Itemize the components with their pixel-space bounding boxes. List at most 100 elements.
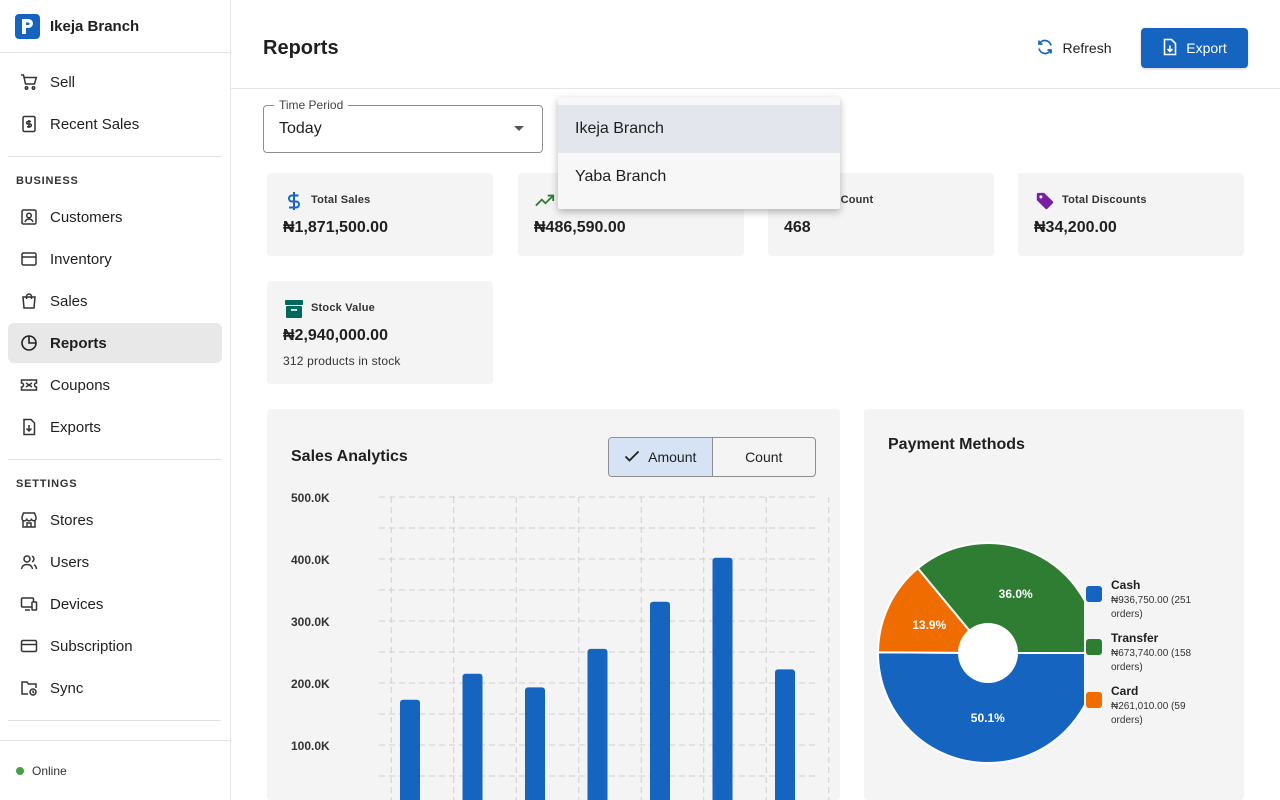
pie-slice-transfer[interactable] [916, 542, 1084, 654]
legend-detail: ₦673,740.00 (158 orders) [1111, 648, 1192, 673]
sidebar-item-coupons[interactable]: Coupons [8, 365, 222, 405]
branch-option-yaba[interactable]: Yaba Branch [575, 168, 667, 185]
sales-bar-chart: 500.0K 400.0K 300.0K 200.0K 100.0K [291, 491, 830, 800]
toggle-amount-button[interactable]: Amount [609, 438, 713, 476]
sidebar-item-sell[interactable]: Sell [8, 62, 222, 102]
sidebar-item-recent-sales[interactable]: Recent Sales [8, 104, 222, 144]
sidebar-item-label: Devices [50, 595, 104, 613]
page-title: Reports [263, 37, 339, 59]
sidebar: Ikeja Branch Sell Recent Sales BUSINESS … [0, 0, 231, 800]
legend-swatch [1086, 692, 1102, 708]
chart-bar[interactable] [712, 557, 733, 800]
sidebar-item-label: Sell [50, 73, 76, 91]
cart-icon [20, 73, 38, 91]
time-period-label: Time Period [274, 98, 349, 112]
chart-bar[interactable] [650, 601, 670, 800]
sales-analytics-title: Sales Analytics [291, 448, 408, 465]
users-icon [20, 553, 38, 571]
card-label: s Count [831, 194, 874, 206]
legend-detail: ₦261,010.00 (59 orders) [1111, 701, 1186, 726]
card-value: 468 [784, 219, 811, 236]
sync-folder-icon [20, 679, 38, 697]
refresh-icon [1036, 38, 1054, 59]
sidebar-item-inventory[interactable]: Inventory [8, 239, 222, 279]
brand-header[interactable]: Ikeja Branch [0, 0, 230, 53]
divider [8, 156, 221, 157]
dollar-icon [284, 191, 304, 211]
export-button[interactable]: Export [1141, 28, 1248, 68]
export-label: Export [1186, 40, 1227, 56]
chart-bar[interactable] [462, 673, 483, 800]
payment-methods-title: Payment Methods [888, 436, 1025, 453]
card-label: Total Sales [311, 194, 371, 206]
sidebar-item-reports[interactable]: Reports [8, 323, 222, 363]
sidebar-item-stores[interactable]: Stores [8, 500, 222, 540]
inventory-icon [20, 250, 38, 268]
sidebar-item-label: Customers [50, 208, 123, 226]
refresh-button[interactable]: Refresh [1029, 28, 1119, 68]
export-file-icon [1162, 38, 1178, 59]
stock-value-card: Stock Value ₦2,940,000.00 312 products i… [267, 281, 493, 384]
payment-pie-chart: 50.1% 13.9% 36.0% [876, 542, 1084, 765]
pie-slice-label: 13.9% [912, 618, 946, 632]
y-tick-label: 100.0K [291, 739, 330, 753]
sidebar-item-sales[interactable]: Sales [8, 281, 222, 321]
sidebar-item-label: Coupons [50, 376, 111, 394]
sidebar-item-customers[interactable]: Customers [8, 197, 222, 237]
divider [8, 459, 221, 460]
branch-option-ikeja[interactable]: Ikeja Branch [558, 105, 840, 153]
divider [8, 720, 221, 721]
y-tick-label: 200.0K [291, 677, 330, 691]
payment-methods-panel: Payment Methods 50.1% 13.9% 36.0% Cash ₦93… [864, 409, 1244, 800]
status-label: Online [32, 763, 67, 778]
chevron-down-icon [514, 126, 524, 131]
pie-slice-cash[interactable] [877, 651, 1084, 765]
sidebar-item-label: Users [50, 553, 90, 571]
toggle-count-button[interactable]: Count [713, 438, 816, 476]
card-value: ₦486,590.00 [534, 219, 626, 236]
sidebar-item-subscription[interactable]: Subscription [8, 626, 222, 666]
pie-slice-label: 50.1% [971, 711, 1005, 725]
time-period-select[interactable]: Time Period Today [263, 98, 543, 153]
legend-detail: ₦936,750.00 (251 orders) [1111, 595, 1192, 620]
trending-up-icon [535, 191, 555, 211]
sidebar-item-sync[interactable]: Sync [8, 668, 222, 708]
sidebar-item-devices[interactable]: Devices [8, 584, 222, 624]
chart-bar[interactable] [775, 669, 795, 800]
refresh-label: Refresh [1062, 40, 1112, 56]
chart-bar[interactable] [525, 687, 545, 800]
card-value: ₦1,871,500.00 [283, 219, 388, 236]
receipt-icon [20, 115, 38, 133]
online-indicator-icon [16, 766, 24, 775]
branch-name: Ikeja Branch [50, 17, 140, 35]
store-icon [20, 511, 38, 529]
legend-name: Transfer [1111, 631, 1159, 645]
archive-box-icon [284, 299, 304, 319]
customer-icon [20, 208, 38, 226]
sidebar-item-exports[interactable]: Exports [8, 407, 222, 447]
sidebar-item-label: Stores [50, 511, 94, 529]
chart-bar[interactable] [587, 648, 608, 800]
legend-name: Card [1111, 684, 1139, 698]
sidebar-item-label: Exports [50, 418, 101, 436]
amount-count-toggle: Amount Count [608, 437, 816, 477]
section-title-settings: SETTINGS [16, 478, 78, 490]
y-tick-label: 300.0K [291, 615, 330, 629]
toggle-amount-label: Amount [648, 449, 697, 465]
section-title-business: BUSINESS [16, 175, 79, 187]
sidebar-item-label: Sync [50, 679, 84, 697]
page-header: Reports Refresh Export [231, 0, 1280, 89]
y-tick-label: 400.0K [291, 553, 330, 567]
pie-chart-icon [20, 334, 38, 352]
legend-swatch [1086, 639, 1102, 655]
sidebar-item-label: Reports [50, 334, 107, 352]
sidebar-item-users[interactable]: Users [8, 542, 222, 582]
checkmark-icon [624, 449, 640, 466]
app-logo-icon [15, 13, 40, 39]
total-discounts-card: Total Discounts ₦34,200.00 [1018, 173, 1244, 256]
chart-bar[interactable] [400, 699, 420, 800]
pie-slice-card[interactable] [876, 566, 991, 655]
branch-menu: Ikeja Branch Yaba Branch [558, 97, 840, 209]
card-label: Total Discounts [1062, 194, 1147, 206]
devices-icon [20, 595, 38, 613]
